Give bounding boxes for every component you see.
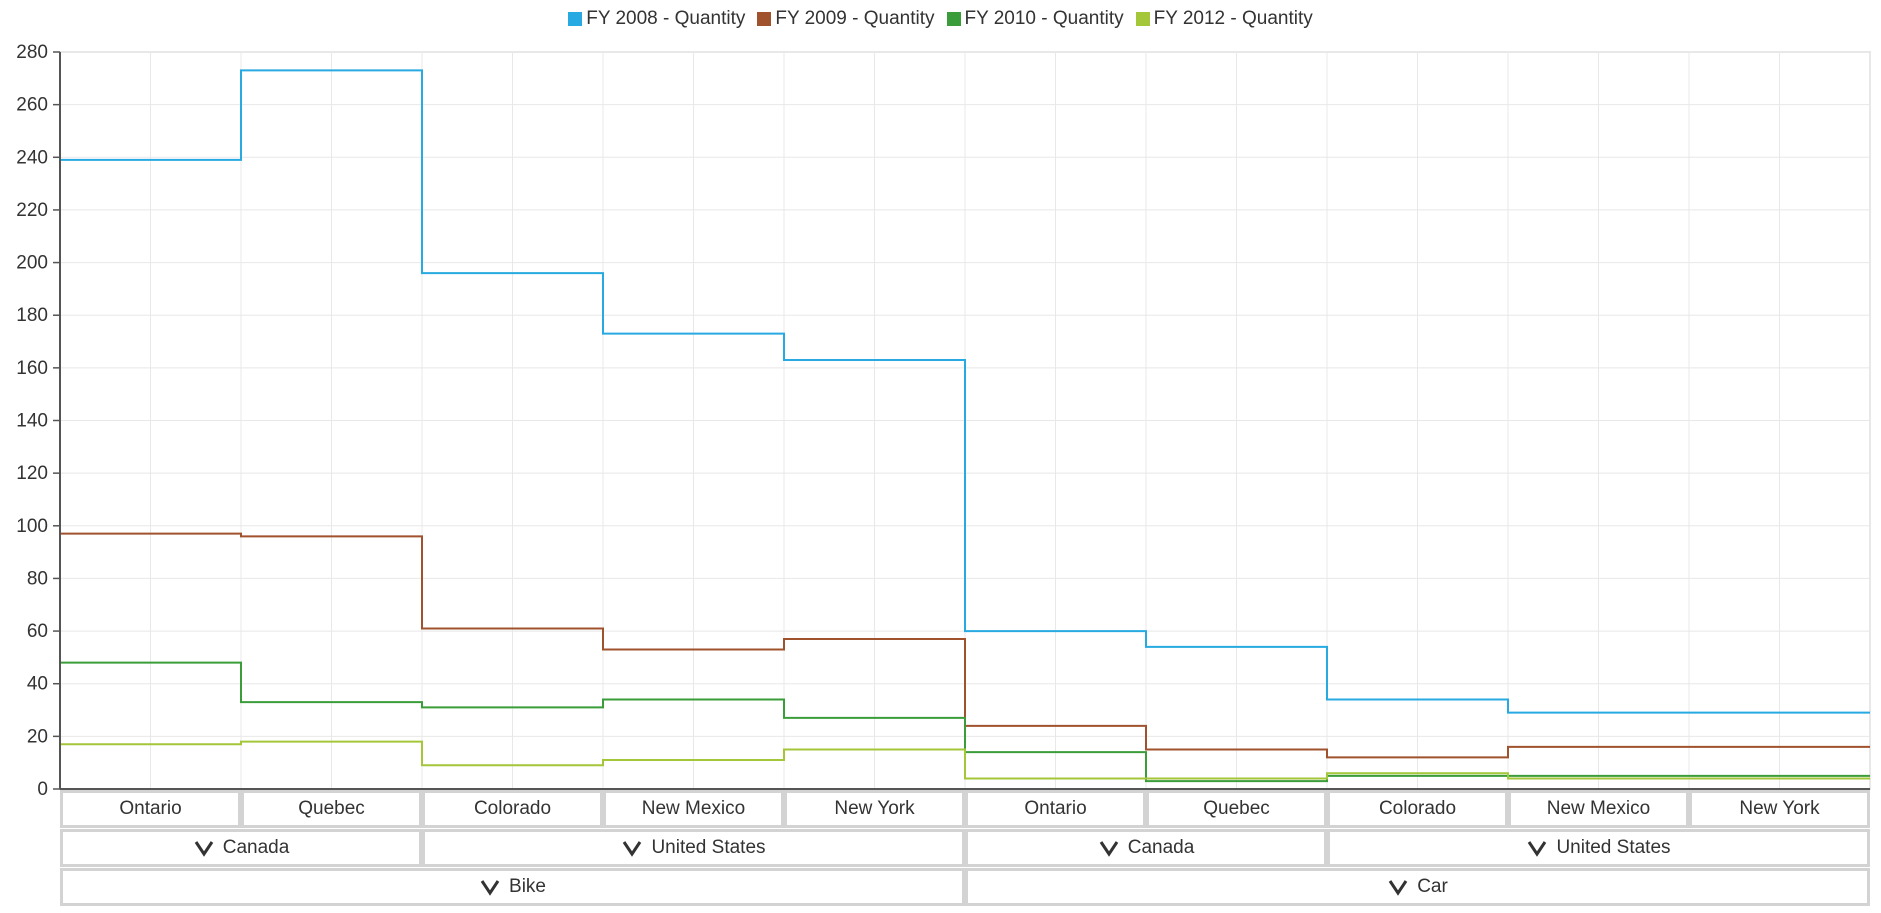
axis-label-text: New Mexico bbox=[1547, 798, 1650, 820]
axis-label-text: Colorado bbox=[474, 798, 551, 820]
chevron-down-icon bbox=[1387, 878, 1409, 896]
axis-label-text: Quebec bbox=[298, 798, 365, 820]
category-label: New York bbox=[1689, 790, 1870, 828]
category-label: New Mexico bbox=[603, 790, 784, 828]
y-tick-label: 180 bbox=[16, 305, 48, 326]
y-tick-label: 120 bbox=[16, 463, 48, 484]
y-tick-label: 200 bbox=[16, 253, 48, 274]
axis-label-text: United States bbox=[1556, 837, 1670, 859]
axis-label-text: New York bbox=[1739, 798, 1819, 820]
category-label: New York bbox=[784, 790, 965, 828]
y-tick-label: 100 bbox=[16, 516, 48, 537]
axis-label-text: New York bbox=[834, 798, 914, 820]
axis-label-text: Colorado bbox=[1379, 798, 1456, 820]
y-tick-label: 240 bbox=[16, 147, 48, 168]
group-header-vehicle[interactable]: Bike bbox=[60, 868, 965, 906]
y-tick-label: 0 bbox=[37, 779, 48, 800]
y-tick-label: 40 bbox=[27, 674, 48, 695]
axis-label-text: Ontario bbox=[119, 798, 181, 820]
group-header-country[interactable]: Canada bbox=[60, 829, 422, 867]
axis-label-text: Car bbox=[1417, 876, 1448, 898]
axis-label-text: Ontario bbox=[1024, 798, 1086, 820]
axis-label-text: United States bbox=[651, 837, 765, 859]
category-label: Colorado bbox=[422, 790, 603, 828]
y-tick-label: 220 bbox=[16, 200, 48, 221]
y-tick-label: 160 bbox=[16, 358, 48, 379]
group-header-country[interactable]: United States bbox=[1327, 829, 1870, 867]
axis-label-text: Bike bbox=[509, 876, 546, 898]
category-label: Quebec bbox=[1146, 790, 1327, 828]
y-tick-label: 260 bbox=[16, 95, 48, 116]
chevron-down-icon bbox=[479, 878, 501, 896]
category-label: New Mexico bbox=[1508, 790, 1689, 828]
category-label: Ontario bbox=[965, 790, 1146, 828]
chevron-down-icon bbox=[1526, 839, 1548, 857]
category-label: Ontario bbox=[60, 790, 241, 828]
axis-label-text: Canada bbox=[223, 837, 290, 859]
group-header-country[interactable]: Canada bbox=[965, 829, 1327, 867]
y-tick-label: 80 bbox=[27, 568, 48, 589]
chevron-down-icon bbox=[621, 839, 643, 857]
y-tick-label: 140 bbox=[16, 411, 48, 432]
category-label: Colorado bbox=[1327, 790, 1508, 828]
chevron-down-icon bbox=[1098, 839, 1120, 857]
y-tick-label: 60 bbox=[27, 621, 48, 642]
group-header-country[interactable]: United States bbox=[422, 829, 965, 867]
group-header-vehicle[interactable]: Car bbox=[965, 868, 1870, 906]
y-tick-label: 280 bbox=[16, 42, 48, 63]
axis-label-text: Quebec bbox=[1203, 798, 1270, 820]
axis-label-text: Canada bbox=[1128, 837, 1195, 859]
category-label: Quebec bbox=[241, 790, 422, 828]
axis-label-text: New Mexico bbox=[642, 798, 745, 820]
chevron-down-icon bbox=[193, 839, 215, 857]
y-tick-label: 20 bbox=[27, 726, 48, 747]
